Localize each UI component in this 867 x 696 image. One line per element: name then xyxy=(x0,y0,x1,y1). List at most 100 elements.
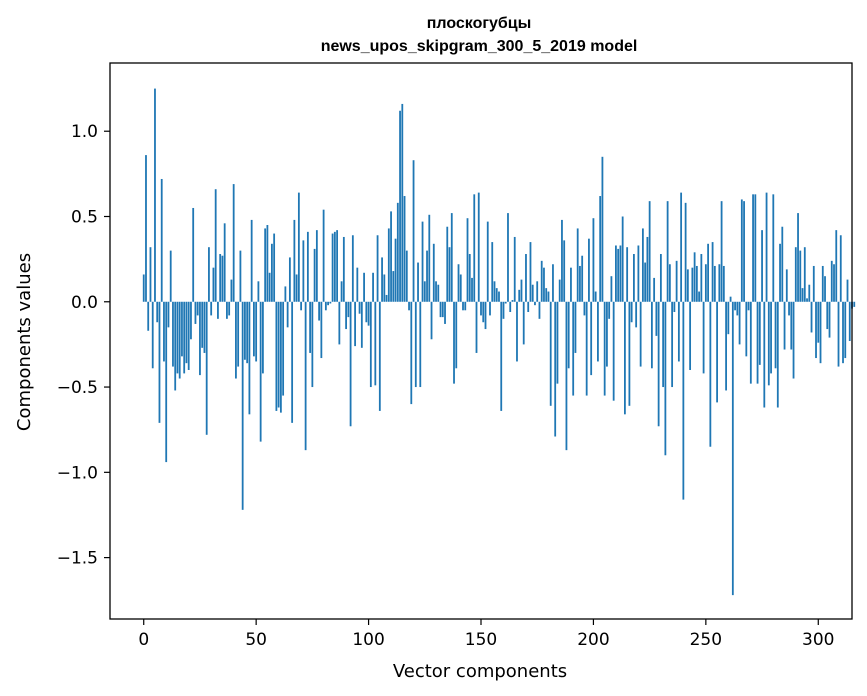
bar xyxy=(354,301,356,347)
bar xyxy=(212,267,215,302)
bar xyxy=(558,279,561,302)
bar xyxy=(534,301,536,306)
bar xyxy=(662,301,665,388)
bar xyxy=(176,301,179,374)
y-tick-label: 0.0 xyxy=(71,293,98,313)
bar xyxy=(466,218,469,302)
bar xyxy=(666,201,669,302)
bar xyxy=(675,260,678,302)
bar xyxy=(513,236,516,302)
bar xyxy=(653,277,656,302)
bar xyxy=(266,225,269,302)
bar xyxy=(606,301,608,367)
bar xyxy=(172,301,174,367)
bar xyxy=(495,288,498,302)
bar xyxy=(536,281,539,302)
bar xyxy=(801,288,804,302)
bar xyxy=(275,301,278,411)
bar xyxy=(772,194,775,302)
bar xyxy=(839,235,842,302)
bar xyxy=(421,221,424,302)
bar xyxy=(576,228,579,302)
bar xyxy=(441,301,444,318)
bar xyxy=(543,267,545,302)
bar xyxy=(282,301,285,396)
bar xyxy=(381,257,383,302)
bar xyxy=(680,192,683,302)
bar xyxy=(313,248,316,302)
bar xyxy=(385,294,388,302)
bar xyxy=(160,178,163,302)
bar xyxy=(549,301,552,406)
bar xyxy=(815,301,817,359)
bar xyxy=(770,301,772,374)
bar xyxy=(392,271,395,302)
x-axis-label: Vector components xyxy=(393,661,567,682)
bar xyxy=(232,184,235,302)
bar xyxy=(486,221,489,302)
bar xyxy=(376,235,379,302)
bar xyxy=(824,276,826,302)
bar xyxy=(205,301,208,435)
bar xyxy=(244,301,246,360)
x-tick-label: 200 xyxy=(577,630,609,650)
bar xyxy=(288,257,291,302)
bar xyxy=(378,301,381,411)
bar xyxy=(181,301,183,357)
bar xyxy=(704,264,707,302)
bar xyxy=(165,301,168,463)
bar xyxy=(529,242,532,302)
bar xyxy=(756,301,759,384)
bar xyxy=(572,301,575,396)
bar xyxy=(226,301,228,319)
bar xyxy=(522,301,525,345)
bar xyxy=(437,284,440,302)
bar xyxy=(837,301,840,367)
bar xyxy=(412,160,415,302)
bar xyxy=(203,301,206,353)
bar xyxy=(776,301,779,408)
x-tick-label: 0 xyxy=(138,630,149,650)
bar xyxy=(169,250,172,302)
bar xyxy=(399,110,401,302)
bar xyxy=(738,301,741,345)
bar xyxy=(502,301,505,319)
y-tick-label: 0.5 xyxy=(71,207,98,227)
bar xyxy=(462,301,464,311)
bar xyxy=(628,301,631,406)
bar xyxy=(785,269,788,302)
bar xyxy=(291,301,294,423)
bar xyxy=(689,301,692,370)
chart-title: плоскогубцы xyxy=(427,15,532,32)
bar xyxy=(318,301,321,321)
bar xyxy=(657,301,660,427)
bar xyxy=(538,301,541,319)
bar xyxy=(246,301,249,364)
bar xyxy=(758,301,761,365)
bar xyxy=(747,301,750,311)
bar xyxy=(214,189,217,302)
bar xyxy=(545,288,548,302)
bar xyxy=(684,202,687,302)
bar xyxy=(432,243,435,302)
bar xyxy=(340,281,343,302)
bar xyxy=(336,230,338,302)
bar xyxy=(329,301,332,304)
bar xyxy=(367,301,370,326)
bar xyxy=(358,301,361,314)
bar xyxy=(810,301,813,333)
bar xyxy=(590,301,593,376)
bar xyxy=(320,301,323,359)
bar xyxy=(711,242,714,302)
bar xyxy=(178,301,181,379)
bar xyxy=(297,192,300,302)
bar xyxy=(644,262,647,302)
bar xyxy=(286,301,289,328)
bar xyxy=(279,301,282,413)
bar xyxy=(646,236,649,302)
bar xyxy=(511,300,514,302)
bar xyxy=(594,291,597,302)
bar xyxy=(585,301,588,396)
bar xyxy=(617,248,620,302)
bar xyxy=(174,301,177,391)
